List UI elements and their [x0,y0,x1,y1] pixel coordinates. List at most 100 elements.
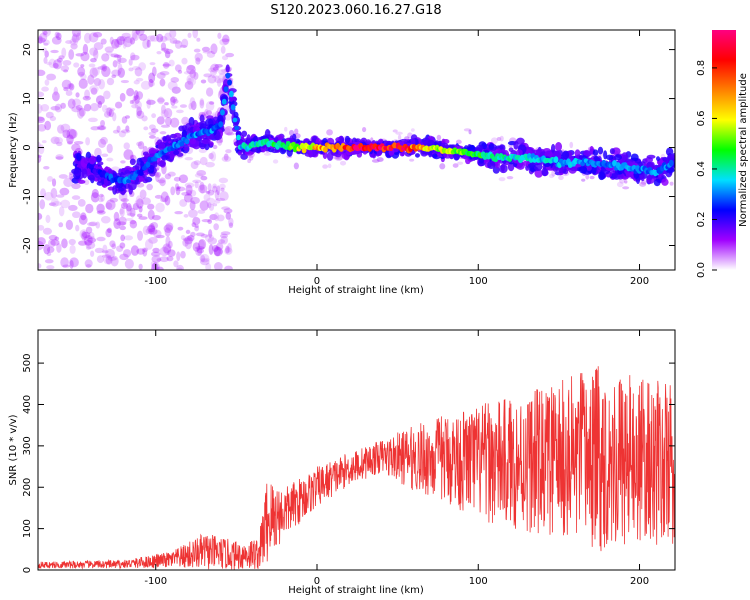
noise-blob [191,222,196,228]
noise-blob [161,104,166,114]
noise-blob [75,53,85,57]
noise-blob [220,235,228,245]
noise-blob [195,247,203,256]
noise-blob [139,33,148,41]
noise-blob [195,246,205,250]
noise-blob [68,173,74,180]
band-blob [118,187,124,192]
noise-blob [129,220,138,229]
noise-blob [166,255,174,262]
noise-blob [116,125,121,133]
noise-blob [100,136,108,145]
noise-blob [198,148,207,154]
noise-blob [101,66,111,77]
noise-blob [147,203,155,210]
noise-blob [288,129,295,136]
noise-blob [498,177,506,182]
noise-blob [147,225,156,233]
noise-blob [188,209,198,218]
noise-blob [219,191,229,202]
y-tick-label: 20 [22,43,33,56]
noise-blob [104,46,114,53]
band-blob [533,162,543,171]
x-tick-label: 0 [314,576,320,587]
noise-blob [339,160,347,166]
band-blob [507,162,515,172]
noise-blob [84,89,90,100]
noise-blob [151,251,161,257]
noise-blob [71,34,80,43]
noise-blob [73,141,84,145]
noise-blob [56,194,65,198]
noise-blob [70,42,78,50]
noise-blob [78,240,87,246]
noise-blob [181,116,190,126]
band-blob [189,138,197,145]
noise-blob [163,224,173,233]
ridge-blob [220,109,225,116]
noise-blob [92,67,100,76]
noise-blob [181,38,189,49]
colorbar-tick-label: 0.6 [696,110,707,126]
noise-blob [93,49,99,60]
noise-blob [141,197,151,205]
noise-blob [212,185,218,193]
noise-blob [548,173,555,179]
noise-blob [100,119,106,127]
noise-blob [193,72,199,80]
noise-blob [78,71,85,76]
noise-blob [263,152,271,156]
noise-blob [129,100,134,105]
noise-blob [71,195,81,200]
noise-blob [77,66,86,77]
noise-blob [50,239,60,246]
noise-blob [216,78,222,87]
noise-blob [105,255,113,265]
noise-blob [205,100,215,112]
noise-blob [111,69,121,77]
noise-blob [207,202,212,209]
noise-blob [220,233,228,239]
noise-blob [133,80,140,85]
noise-blob [129,207,136,218]
band-blob [137,177,145,182]
noise-blob [200,257,210,262]
noise-blob [54,103,63,113]
band-blob [178,125,185,132]
noise-blob [179,44,187,48]
noise-blob [160,197,166,203]
noise-blob [38,37,46,44]
band-blob [83,157,90,165]
noise-blob [123,201,128,209]
noise-blob [326,129,333,136]
snr-x-label: Height of straight line (km) [288,585,424,596]
noise-blob [128,67,134,72]
band-blob [206,115,214,120]
noise-blob [221,155,232,162]
noise-blob [452,163,459,168]
noise-blob [182,238,189,247]
noise-blob [200,175,208,181]
noise-blob [163,108,173,119]
noise-blob [87,74,95,85]
noise-blob [196,37,201,42]
noise-blob [160,47,169,52]
noise-blob [182,237,191,241]
noise-blob [107,227,112,233]
noise-blob [101,254,112,258]
noise-blob [80,212,87,221]
noise-blob [205,87,214,97]
noise-blob [124,36,134,44]
x-tick-label: 0 [314,276,320,287]
band-blob [488,142,494,151]
noise-blob [97,66,106,70]
noise-blob [135,30,145,36]
noise-blob [105,202,113,210]
noise-blob [101,250,109,254]
noise-blob [208,229,213,239]
noise-blob [142,225,150,236]
noise-blob [68,238,76,246]
noise-blob [88,221,98,227]
noise-blob [126,213,136,217]
noise-blob [146,99,156,105]
